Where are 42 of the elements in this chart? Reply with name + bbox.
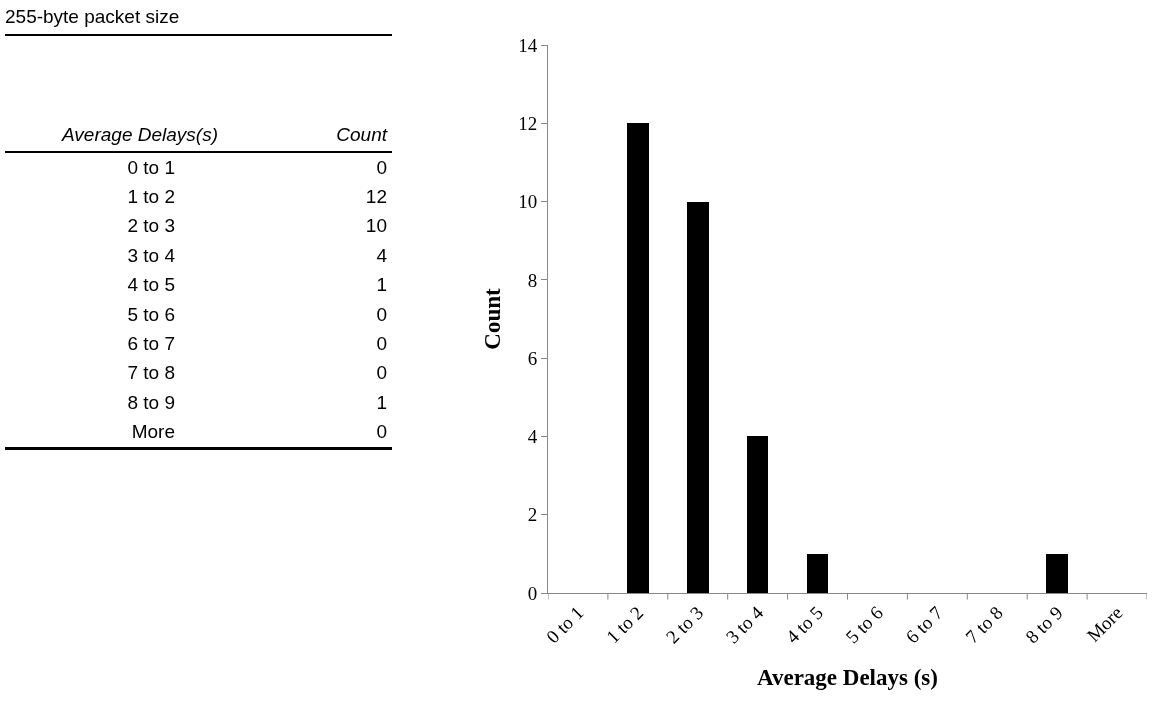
- category-label: More: [5, 417, 275, 449]
- x-tick-label: 7 to 8: [961, 602, 1007, 648]
- y-axis-title: Count: [480, 287, 505, 350]
- data-label: 0: [375, 155, 388, 180]
- data-label: 0: [375, 361, 388, 386]
- category-label: 3 to 4: [126, 243, 176, 268]
- category-label: 5 to 6: [126, 302, 176, 327]
- data-label: 0: [375, 332, 388, 357]
- y-tick-label: 2: [527, 504, 538, 526]
- x-tick-label: 2 to 3: [661, 602, 708, 648]
- data-label: 0: [375, 302, 388, 327]
- y-tick-label: 14: [518, 34, 538, 56]
- x-tick-label: 1 to 2: [601, 602, 648, 648]
- x-tick-label: 8 to 9: [1021, 602, 1067, 648]
- x-tick-label: 4 to 5: [781, 602, 828, 648]
- y-tick-label: 12: [518, 112, 538, 134]
- category-label: 7 to 8: [126, 361, 176, 386]
- y-tick-label: 10: [518, 191, 538, 213]
- data-label: 0: [275, 417, 392, 449]
- text: Count: [275, 124, 392, 152]
- y-tick-label: 0: [527, 582, 538, 604]
- x-tick-label: 6 to 7: [901, 602, 947, 648]
- y-tick-label: 4: [527, 426, 538, 448]
- text: Average Delays(s): [5, 124, 275, 152]
- data-label: 1: [375, 390, 388, 415]
- data-label: 10: [364, 214, 388, 239]
- category-label: 8 to 9: [126, 390, 176, 415]
- category-label: 2 to 3: [126, 214, 176, 239]
- data-label: 1: [375, 273, 388, 298]
- y-tick-label: 8: [527, 269, 538, 291]
- y-tick-label: 6: [527, 347, 538, 369]
- text: 255-byte packet size: [5, 6, 392, 36]
- category-label: 6 to 7: [126, 332, 176, 357]
- data-label: 12: [364, 185, 388, 210]
- x-tick-label: 3 to 4: [721, 601, 768, 648]
- category-label: 4 to 5: [126, 273, 176, 298]
- x-tick-label: 5 to 6: [841, 602, 887, 648]
- x-tick-label: 0 to 1: [542, 602, 588, 648]
- category-label: 1 to 2: [126, 185, 176, 210]
- data-label: 4: [375, 243, 388, 268]
- category-label: 0 to 1: [126, 155, 176, 180]
- x-axis-title: Average Delays (s): [757, 665, 938, 691]
